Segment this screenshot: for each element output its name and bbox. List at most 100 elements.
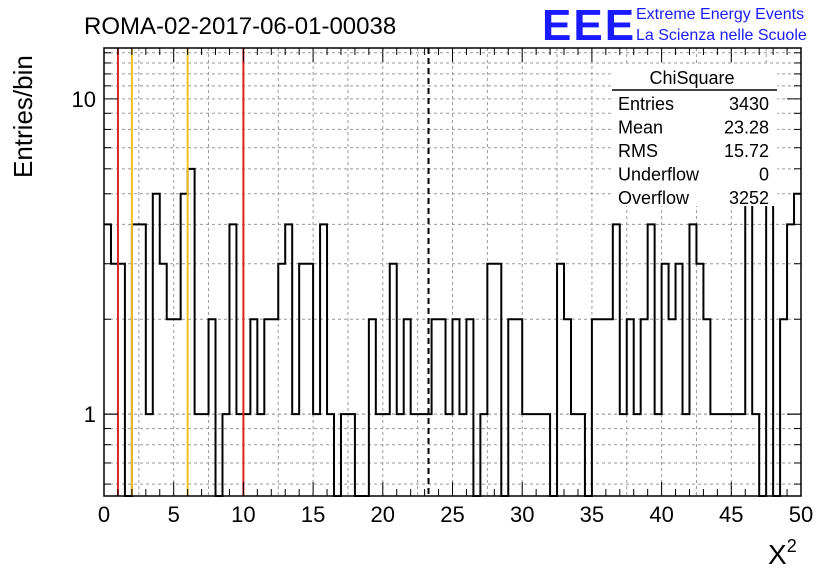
histogram-bin <box>662 264 669 496</box>
histogram-bin <box>411 414 418 496</box>
histogram-bin <box>292 414 299 496</box>
histogram-bin <box>627 319 634 496</box>
histogram-bin <box>299 264 306 496</box>
histogram-bin <box>243 414 250 496</box>
histogram-bin <box>515 319 522 496</box>
x-axis-title: X2 <box>768 536 797 570</box>
x-tick-label: 40 <box>649 502 673 527</box>
histogram-bin <box>641 319 648 496</box>
histogram-bin <box>731 414 738 496</box>
x-tick-label: 35 <box>580 502 604 527</box>
histogram-bin <box>418 414 425 496</box>
eee-logo-text: EEE <box>542 1 636 50</box>
stats-box: ChiSquare Entries 3430 Mean 23.28 RMS 15.72 Und… <box>612 66 777 208</box>
x-tick-label: 0 <box>98 502 110 527</box>
histogram-bin <box>522 414 529 496</box>
stats-row-label: RMS <box>618 141 658 161</box>
marker-lines <box>116 48 430 496</box>
histogram-bin <box>153 194 160 496</box>
histogram-bin <box>432 319 439 496</box>
histogram-bin <box>480 414 487 496</box>
x-tick-label: 30 <box>510 502 534 527</box>
histogram-bin <box>669 319 676 496</box>
histogram-bin <box>494 264 501 496</box>
histogram-bin <box>174 319 181 496</box>
histogram-bin <box>571 414 578 496</box>
histogram-bin <box>209 319 216 496</box>
histogram-bin <box>167 319 174 496</box>
x-tick-label: 10 <box>231 502 255 527</box>
histogram-bin <box>592 319 599 496</box>
stats-row-label: Mean <box>618 118 663 138</box>
histogram-bin <box>536 414 543 496</box>
logo-line-2: La Scienza nelle Scuole <box>636 27 807 44</box>
histogram-bin <box>446 414 453 496</box>
histogram-bin <box>787 224 794 496</box>
histogram-bin <box>132 224 139 496</box>
eee-logo: EEE Extreme Energy Events La Scienza nel… <box>542 1 807 50</box>
histogram-bin <box>250 319 257 496</box>
histogram-bin <box>104 224 111 496</box>
histogram-bin <box>564 319 571 496</box>
histogram-bin <box>578 414 585 496</box>
histogram-bin <box>306 264 313 496</box>
stats-row-value: 3430 <box>729 94 769 114</box>
histogram-bin <box>613 224 620 496</box>
histogram-bin <box>222 414 229 496</box>
histogram-bin <box>487 264 494 496</box>
histogram-bin <box>703 319 710 496</box>
x-tick-label: 45 <box>719 502 743 527</box>
histogram-bin <box>376 414 383 496</box>
stats-row-label: Entries <box>618 94 674 114</box>
axis-ticks: 0 5 10 15 20 25 30 35 40 45 50 1 10 <box>72 48 813 527</box>
stats-box-title: ChiSquare <box>649 68 734 88</box>
histogram-bin <box>606 319 613 496</box>
histogram-bin <box>453 319 460 496</box>
histogram-bin <box>111 264 118 496</box>
histogram-bin <box>313 414 320 496</box>
histogram-bin <box>620 414 627 496</box>
x-tick-label: 5 <box>168 502 180 527</box>
stats-row-value: 15.72 <box>724 141 769 161</box>
histogram-bin <box>557 264 564 496</box>
histogram-bin <box>390 264 397 496</box>
histogram-bin <box>655 414 662 496</box>
histogram-bin <box>341 414 348 496</box>
histogram-bin <box>766 169 773 496</box>
logo-line-1: Extreme Energy Events <box>636 6 804 23</box>
histogram-bin <box>745 194 752 496</box>
histogram-bin <box>285 224 292 496</box>
histogram-bin <box>327 414 334 496</box>
histogram-bin <box>404 319 411 496</box>
x-tick-label: 25 <box>440 502 464 527</box>
histogram-bin <box>529 414 536 496</box>
histogram-bin <box>397 414 404 496</box>
stats-row-value: 0 <box>759 165 769 185</box>
histogram-bin <box>348 414 355 496</box>
histogram-bin <box>599 319 606 496</box>
histogram-bin <box>439 319 446 496</box>
histogram-bin <box>466 319 473 496</box>
histogram-bin <box>278 264 285 496</box>
y-axis-title: Entries/bin <box>8 55 38 178</box>
histogram-bin <box>369 319 376 496</box>
histogram-bin <box>780 319 787 496</box>
histogram-bin <box>676 264 683 496</box>
histogram-bin <box>794 194 801 496</box>
histogram-bin <box>717 414 724 496</box>
histogram-bin <box>139 224 146 496</box>
histogram-bin <box>202 414 209 496</box>
x-tick-label: 20 <box>371 502 395 527</box>
histogram-bin <box>146 414 153 496</box>
x-axis-title-base: X <box>768 539 787 570</box>
histogram-bin <box>181 194 188 496</box>
histogram-bin <box>689 224 696 496</box>
y-tick-label: 1 <box>84 402 96 427</box>
histogram-bin <box>383 414 390 496</box>
histogram-bin <box>648 224 655 496</box>
x-tick-label: 15 <box>301 502 325 527</box>
histogram-bin <box>320 224 327 496</box>
histogram-bin <box>738 414 745 496</box>
histogram-bin <box>236 414 243 496</box>
